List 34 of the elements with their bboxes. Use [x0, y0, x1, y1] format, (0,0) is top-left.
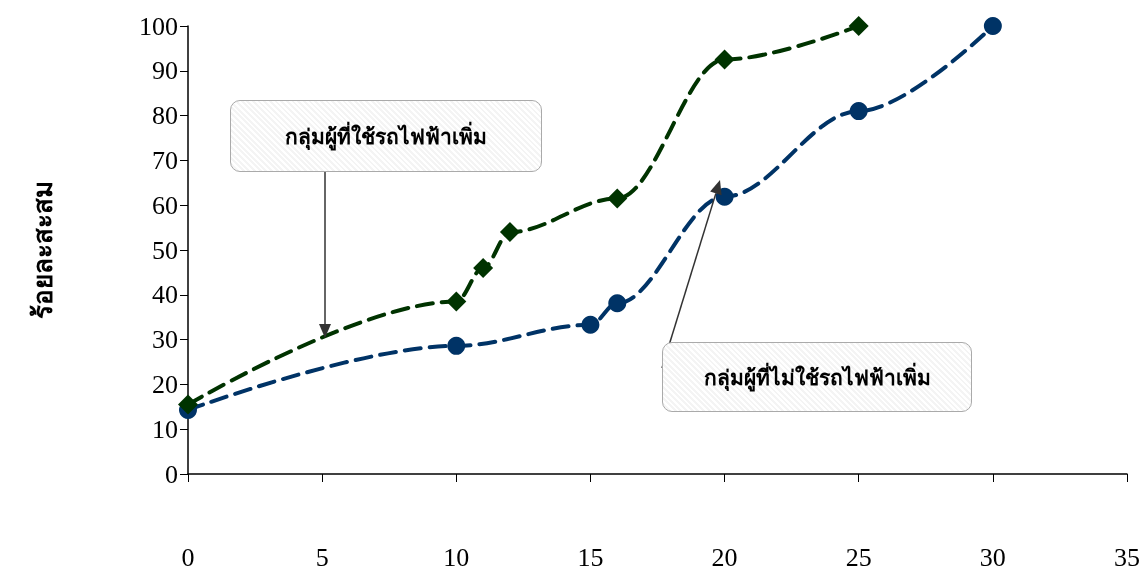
point [447, 336, 466, 355]
point [581, 315, 600, 334]
callout-box: กลุ่มผู้ที่ไม่ใช้รถไฟฟ้าเพิ่ม [662, 342, 972, 412]
point [715, 187, 734, 206]
point [849, 102, 868, 121]
y-tick-label: 60 [152, 190, 178, 220]
y-tick-label: 50 [152, 235, 178, 265]
x-tick-label: 25 [845, 542, 872, 572]
point [607, 188, 628, 209]
point [608, 294, 627, 313]
x-tick-label: 20 [711, 542, 738, 572]
point [848, 16, 869, 36]
x-tick-label: 10 [443, 542, 470, 572]
point [714, 49, 735, 70]
x-tick-label: 5 [315, 542, 329, 572]
y-tick-label: 0 [165, 459, 178, 489]
y-axis-title: ร้อยละสะสม [28, 181, 58, 319]
y-tick-label: 70 [152, 145, 178, 175]
y-tick-label: 80 [152, 101, 178, 131]
y-tick-label: 20 [152, 369, 178, 399]
point [473, 257, 494, 278]
y-tick-label: 90 [152, 56, 178, 86]
point [446, 291, 467, 312]
y-tick-label: 40 [152, 280, 178, 310]
point [983, 17, 1002, 35]
x-tick-label: 30 [979, 542, 1006, 572]
point [499, 222, 520, 243]
x-tick-label: 35 [1114, 542, 1140, 572]
x-tick-label: 15 [577, 542, 604, 572]
y-tick-label: 10 [152, 414, 178, 444]
point [178, 394, 198, 415]
y-tick-label: 30 [152, 325, 178, 355]
y-tick-label: 100 [139, 11, 178, 41]
callout-box: กลุ่มผู้ที่ใช้รถไฟฟ้าเพิ่ม [230, 100, 542, 172]
